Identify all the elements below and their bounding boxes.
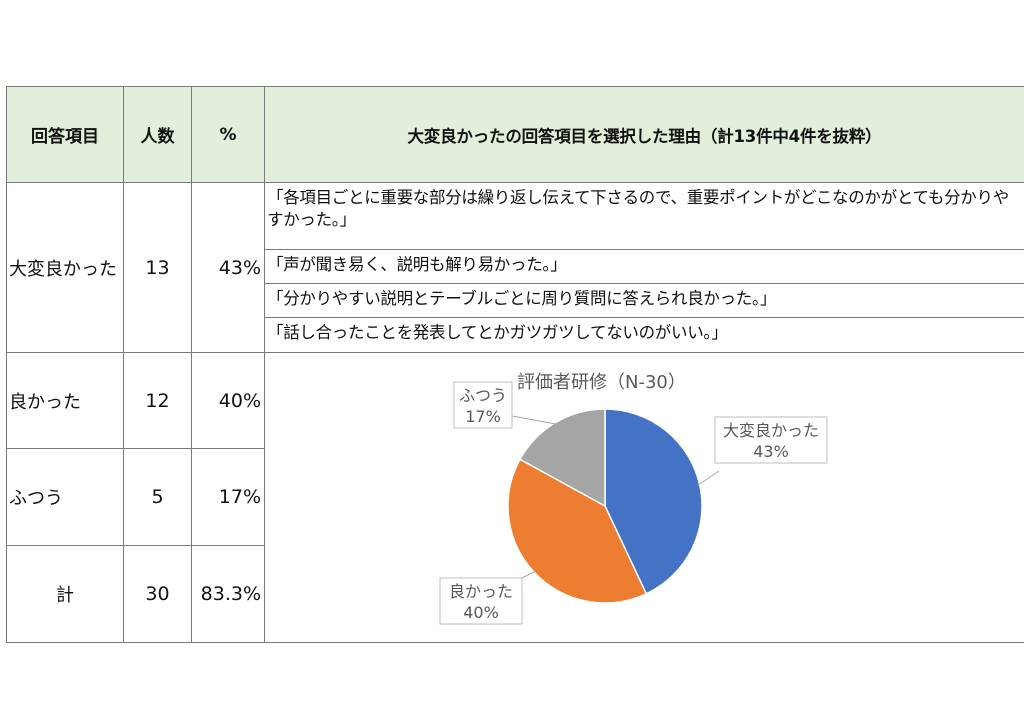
header-percent: % bbox=[191, 86, 265, 183]
chart-cell: 評価者研修（N-30） 大変良かった 43% 良かった 40% ふつう 17% bbox=[264, 352, 1024, 643]
table-row: 良かった 12 40% 評価者研修（N-30） 大変良かった 43% 良かった 40%… bbox=[6, 352, 1024, 643]
leader-line bbox=[697, 470, 720, 486]
table-row: 計 30 83.3% bbox=[6, 545, 1024, 643]
reason-item: 「声が聞き易く、説明も解り易かった。」 bbox=[265, 250, 1024, 284]
row-count: 13 bbox=[123, 182, 192, 353]
reason-item: 「話し合ったことを発表してとかガツガツしてないのがいい。」 bbox=[267, 323, 728, 342]
row-count: 5 bbox=[123, 448, 192, 546]
category-label: 良かった bbox=[449, 582, 513, 601]
data-label-box bbox=[714, 416, 828, 464]
header-count: 人数 bbox=[123, 86, 192, 183]
category-label: ふつう bbox=[459, 386, 507, 405]
chart-title: 評価者研修（N-30） bbox=[517, 372, 686, 393]
pie-slice bbox=[507, 458, 648, 604]
header-reason: 大変良かったの回答項目を選択した理由（計13件中4件を抜粋） bbox=[264, 86, 1024, 183]
pie-chart: 評価者研修（N-30） 大変良かった 43% 良かった 40% ふつう 17% bbox=[439, 372, 828, 625]
percent-label: 43% bbox=[753, 442, 789, 461]
header-item: 回答項目 bbox=[6, 86, 124, 183]
table-row: ふつう 5 17% bbox=[6, 448, 1024, 546]
row-percent: 40% bbox=[191, 352, 265, 449]
table-row: 大変良かった 13 43% 「各項目ごとに重要な部分は繰り返し伝えて下さるので、… bbox=[6, 182, 1024, 353]
pie-slice bbox=[604, 408, 703, 595]
survey-table: 回答項目 人数 % 大変良かったの回答項目を選択した理由（計13件中4件を抜粋）… bbox=[6, 86, 1024, 643]
row-item: 大変良かった bbox=[6, 182, 124, 353]
row-percent: 83.3% bbox=[191, 545, 265, 643]
row-item: ふつう bbox=[6, 448, 124, 546]
row-item: 良かった bbox=[6, 352, 124, 449]
row-count: 30 bbox=[123, 545, 192, 643]
data-label-box bbox=[453, 381, 513, 429]
data-label-box bbox=[439, 577, 523, 625]
reasons-list: 「各項目ごとに重要な部分は繰り返し伝えて下さるので、重要ポイントがどこなのかがと… bbox=[265, 184, 1024, 352]
pie-slice bbox=[518, 408, 606, 508]
row-percent: 17% bbox=[191, 448, 265, 546]
leader-line bbox=[511, 415, 557, 425]
row-count: 12 bbox=[123, 352, 192, 449]
reason-item: 「各項目ごとに重要な部分は繰り返し伝えて下さるので、重要ポイントがどこなのかがと… bbox=[265, 184, 1024, 250]
category-label: 大変良かった bbox=[723, 421, 819, 440]
percent-label: 40% bbox=[463, 603, 499, 622]
reason-item: 「分かりやすい説明とテーブルごとに周り質問に答えられ良かった。」 bbox=[265, 284, 1024, 318]
row-percent: 43% bbox=[191, 182, 265, 353]
header-row: 回答項目 人数 % 大変良かったの回答項目を選択した理由（計13件中4件を抜粋） bbox=[6, 86, 1024, 183]
reasons-cell: 「各項目ごとに重要な部分は繰り返し伝えて下さるので、重要ポイントがどこなのかがと… bbox=[264, 182, 1024, 353]
row-item: 計 bbox=[6, 545, 124, 643]
percent-label: 17% bbox=[465, 407, 501, 426]
